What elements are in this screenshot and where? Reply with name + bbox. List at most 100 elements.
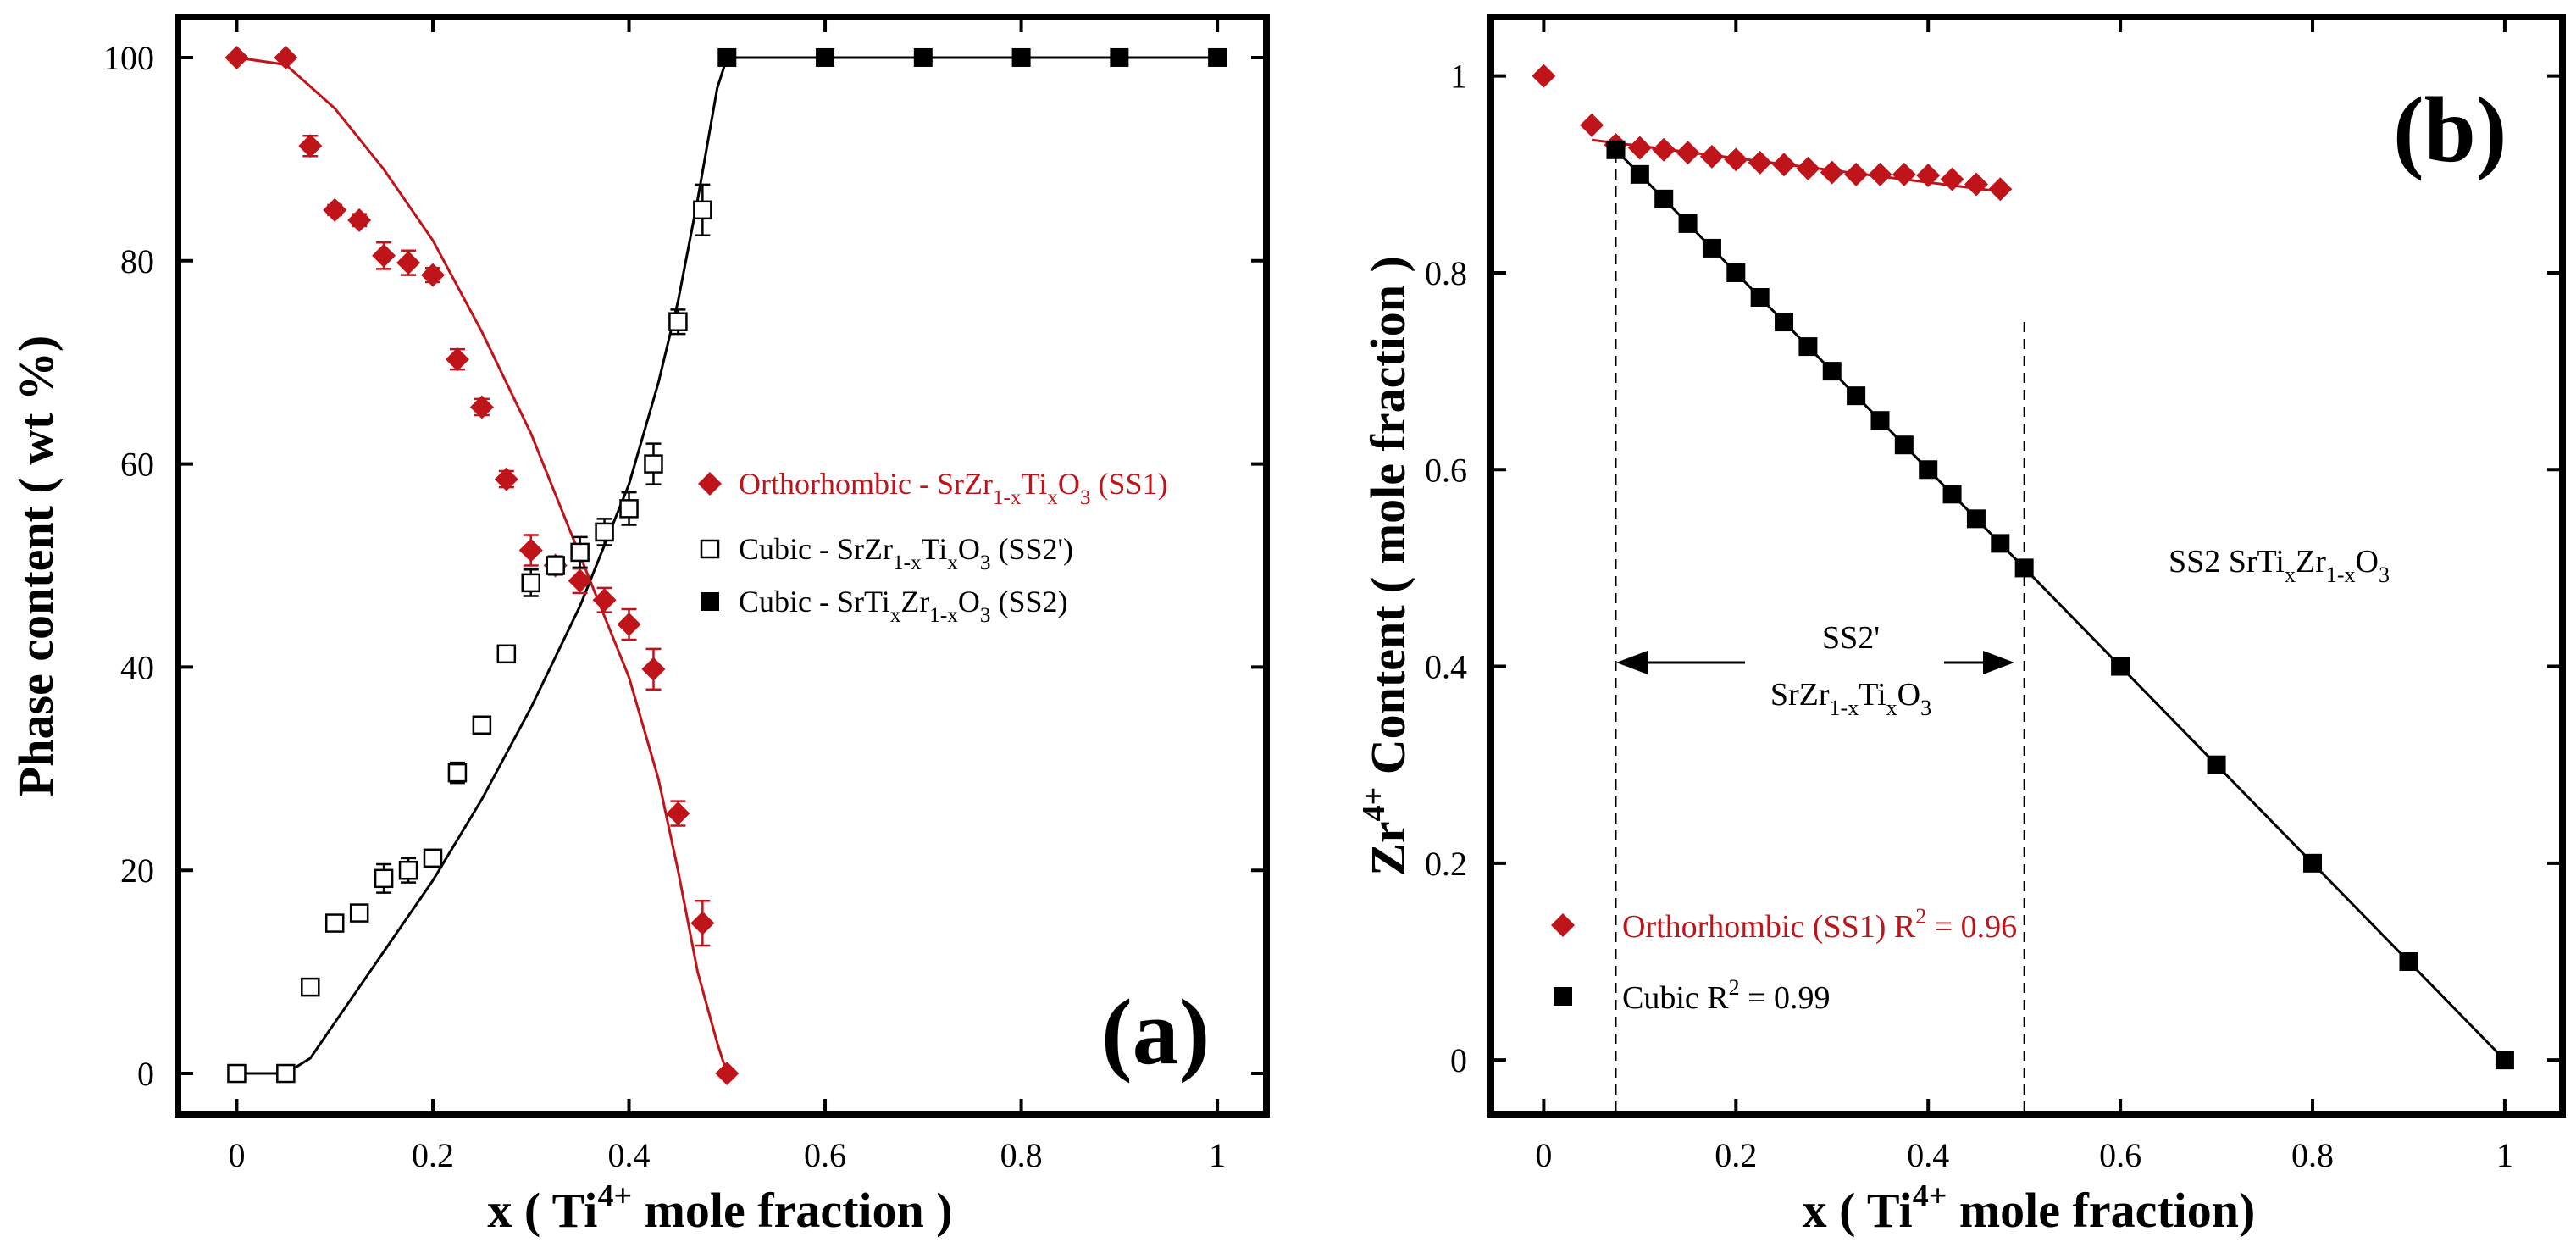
panel-a-x-axis-label: x ( Ti4+ mole fraction ) (487, 1179, 952, 1238)
a-x-tick-label: 0.8 (1000, 1136, 1043, 1174)
b-diamond-point (1532, 64, 1556, 88)
a-x-tick-label: 0.4 (608, 1136, 651, 1174)
arrow-left-head (1616, 651, 1648, 674)
a-filled-square-point (1011, 47, 1031, 67)
b-x-tick-label: 1 (2496, 1136, 2513, 1174)
a-x-tick-label: 0.6 (804, 1136, 846, 1174)
a-filled-square-point (816, 47, 835, 67)
b-x-tick-label: 0 (1535, 1136, 1552, 1174)
panel-b-x-axis-label: x ( Ti4+ mole fraction) (1803, 1179, 2256, 1238)
a-legend-entry: Cubic - SrZr1-xTixO3 (SS2') (739, 532, 1073, 574)
a-open-square-point (668, 312, 688, 331)
a-open-square-point (521, 573, 541, 593)
a-filled-square-point (717, 47, 737, 67)
a-diamond-point (323, 197, 347, 222)
b-filled-square-point (2303, 853, 2323, 873)
a-y-tick-label: 60 (120, 446, 154, 484)
panel-b-label: (b) (2393, 78, 2507, 181)
b-diamond-point (1988, 177, 2013, 202)
b-diamond-point (1916, 163, 1941, 187)
panel-a-chart: 0 0.2 0.4 0.6 0.8 1 0 20 40 60 80 100 (a) x ( Ti4+ … (8, 14, 1270, 1238)
a-diamond-point (666, 801, 690, 826)
panel-b-dashed-lines (1615, 136, 2025, 1114)
ss2-prime-title: SS2' (1822, 620, 1880, 656)
a-open-square-point (324, 913, 345, 933)
b-filled-square-point (1894, 435, 1914, 455)
a-diamond-point (445, 347, 469, 372)
a-y-tick-label: 20 (120, 851, 154, 890)
b-filled-square-point (1750, 288, 1770, 308)
panel-a-label: (a) (1101, 980, 1210, 1084)
b-filled-square-point (2014, 558, 2034, 578)
b-legend-marker-filled-square (1554, 987, 1572, 1006)
b-diamond-point (1892, 162, 1916, 186)
b-filled-square-point (1702, 238, 1721, 258)
b-filled-square-point (2207, 755, 2226, 774)
a-diamond-point (690, 911, 715, 935)
b-diamond-point (1844, 162, 1869, 186)
b-filled-square-point (1847, 386, 1866, 406)
a-open-square-point (644, 454, 663, 474)
a-y-tick-label: 100 (103, 39, 154, 77)
b-filled-square-point (2495, 1051, 2514, 1070)
b-filled-square-point (1798, 337, 1818, 357)
a-open-square-point (546, 556, 565, 575)
b-filled-square-point (1942, 485, 1962, 504)
a-open-square-point (472, 715, 492, 735)
a-diamond-point (592, 588, 617, 613)
panel-a-y-axis-label: Phase content ( wt %) (8, 336, 64, 796)
a-legend-entry: Orthorhombic - SrZr1-xTixO3 (SS1) (739, 467, 1167, 509)
a-x-tick-label: 0.2 (412, 1136, 454, 1174)
b-y-tick-label: 0.2 (1425, 845, 1467, 883)
arrow-right-head (1983, 651, 2014, 674)
b-diamond-point (1676, 141, 1700, 165)
panel-b-chart: 0 0.2 0.4 0.6 0.8 1 0 0.2 0.4 0.6 0.8 1 (b) x ( Ti4… (1356, 14, 2566, 1238)
a-open-square-point (496, 644, 517, 664)
a-open-square-point (447, 763, 468, 783)
b-diamond-point (1868, 162, 1892, 186)
a-legend-entry: Cubic - SrTixZr1-xO3 (SS2) (739, 585, 1068, 627)
b-filled-square-point (2111, 657, 2130, 676)
b-y-tick-label: 0.6 (1425, 451, 1467, 489)
a-open-square-point (349, 903, 369, 923)
b-filled-square-point (1822, 362, 1842, 381)
a-open-square-point (276, 1063, 296, 1084)
panel-a-ticks: 0 0.2 0.4 0.6 0.8 1 0 20 40 60 80 100 (103, 17, 1266, 1174)
b-filled-square-point (1775, 313, 1794, 332)
b-x-tick-label: 0.2 (1715, 1136, 1757, 1174)
b-y-tick-label: 0 (1450, 1041, 1467, 1079)
a-diamond-point (420, 263, 445, 287)
b-filled-square-point (1966, 509, 1986, 529)
a-diamond-point (469, 395, 494, 419)
panel-b-markers (1532, 64, 2514, 1070)
panel-a-frame (175, 14, 1270, 1118)
a-diamond-point (274, 45, 298, 69)
b-filled-square-point (1606, 140, 1626, 159)
a-legend-marker-open-square (700, 539, 720, 559)
b-diamond-point (1580, 113, 1604, 137)
b-diamond-point (1940, 167, 1964, 191)
b-diamond-point (1796, 156, 1820, 180)
a-filled-square-point (1208, 47, 1227, 67)
a-filled-square-point (913, 47, 933, 67)
a-open-square-point (423, 848, 443, 868)
a-open-square-point (398, 860, 418, 880)
b-diamond-point (1772, 153, 1797, 177)
b-diamond-point (1820, 160, 1844, 185)
a-x-tick-label: 0 (228, 1136, 245, 1174)
b-diamond-point (1748, 150, 1772, 175)
panel-a-legend: Orthorhombic - SrZr1-xTixO3 (SS1) Cubic -… (698, 467, 1167, 627)
a-diamond-point (494, 467, 518, 491)
b-filled-square-point (1654, 189, 1674, 208)
panel-b-frame (1487, 14, 2566, 1118)
panel-a-markers (224, 45, 1227, 1086)
a-diamond-point (641, 657, 666, 681)
a-diamond-point (347, 208, 372, 232)
b-filled-square-point (1726, 263, 1746, 282)
a-diamond-point (715, 1062, 740, 1086)
b-legend-entry: Cubic R2 = 0.99 (1622, 975, 1831, 1016)
panel-b-ticks: 0 0.2 0.4 0.6 0.8 1 0 0.2 0.4 0.6 0.8 1 (1425, 17, 2562, 1174)
a-open-square-point (693, 200, 712, 220)
a-open-square-point (570, 542, 590, 563)
